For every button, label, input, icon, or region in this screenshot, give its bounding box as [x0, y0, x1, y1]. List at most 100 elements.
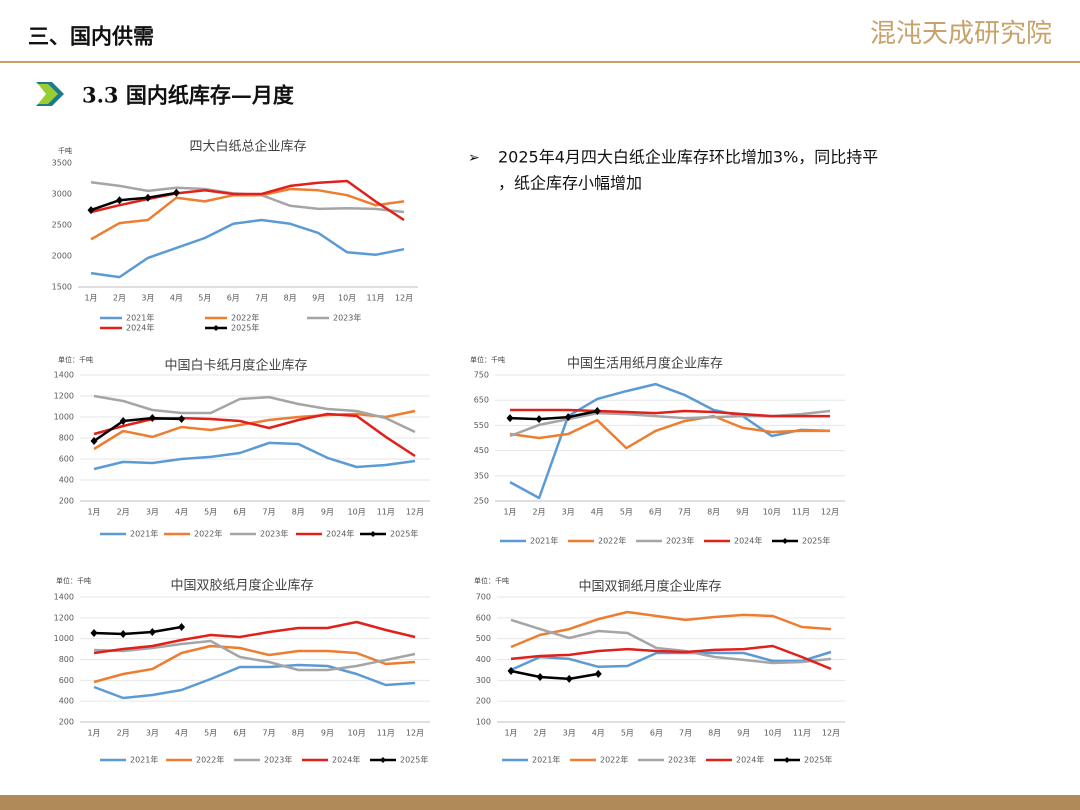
marker: [119, 416, 127, 425]
marker: [144, 193, 152, 202]
x-tick-label: 12月: [406, 508, 424, 517]
legend-label: 2025年: [231, 323, 259, 333]
brand-box: [846, 18, 1056, 52]
marker: [90, 437, 98, 446]
legend-marker: [213, 325, 219, 331]
marker: [90, 629, 98, 638]
x-tick-label: 12月: [406, 729, 424, 738]
x-tick-label: 5月: [204, 508, 217, 517]
y-tick-label: 800: [59, 655, 74, 664]
x-tick-label: 9月: [321, 508, 334, 517]
marker: [564, 413, 572, 422]
series-line: [93, 644, 416, 684]
series-line: [90, 179, 405, 222]
chart-title: 中国生活用纸月度企业库存: [567, 356, 723, 372]
legend-label: 2023年: [333, 313, 361, 323]
x-tick-label: 8月: [708, 729, 721, 738]
x-tick-label: 4月: [591, 508, 604, 517]
x-tick-label: 9月: [312, 294, 325, 303]
x-tick-label: 4月: [592, 729, 605, 738]
y-tick-label: 200: [59, 718, 74, 727]
series-line: [93, 620, 416, 655]
y-tick-label: 3500: [52, 159, 72, 168]
y-tick-label: 1000: [54, 634, 74, 643]
legend-label: 2022年: [194, 529, 222, 539]
marker: [535, 415, 543, 424]
marker: [178, 623, 186, 631]
x-tick-label: 9月: [321, 729, 334, 738]
x-tick-label: 7月: [255, 294, 268, 303]
x-tick-label: 6月: [227, 294, 240, 303]
y-tick-label: 650: [474, 396, 489, 405]
x-tick-label: 7月: [263, 729, 276, 738]
y-tick-label: 550: [474, 421, 489, 430]
section-title: 三、国内供需: [28, 24, 154, 49]
arrow-icon-inner: [38, 84, 58, 104]
legend-label: 2022年: [598, 536, 626, 546]
y-tick-label: 1000: [54, 413, 74, 422]
x-tick-label: 11月: [377, 729, 395, 738]
legend-label: 2023年: [264, 755, 292, 765]
series-line: [93, 625, 182, 636]
marker: [594, 669, 602, 678]
unit-label: 单位：千吨: [470, 355, 505, 364]
x-tick-label: 4月: [175, 729, 188, 738]
series-line: [510, 669, 599, 681]
x-tick-label: 4月: [175, 508, 188, 517]
x-tick-label: 2月: [534, 729, 547, 738]
x-tick-label: 2月: [117, 508, 130, 517]
series-line: [90, 187, 405, 241]
y-tick-label: 100: [476, 718, 491, 727]
legend-label: 2024年: [326, 529, 354, 539]
x-tick-label: 12月: [395, 294, 413, 303]
legend-label: 2025年: [804, 755, 832, 765]
x-tick-label: 8月: [284, 294, 297, 303]
x-tick-label: 2月: [533, 508, 546, 517]
x-tick-label: 10月: [764, 729, 782, 738]
legend-marker: [782, 538, 788, 544]
legend-label: 2022年: [196, 755, 224, 765]
legend-label: 2022年: [600, 755, 628, 765]
x-tick-label: 11月: [366, 294, 384, 303]
x-tick-label: 3月: [141, 294, 154, 303]
series-line: [93, 394, 416, 434]
series-line: [93, 441, 416, 471]
y-tick-label: 350: [474, 471, 489, 480]
series-line: [90, 218, 405, 279]
series-line: [509, 409, 598, 421]
marker: [87, 206, 95, 215]
chart-title: 中国双胶纸月度企业库存: [170, 578, 313, 594]
y-tick-label: 600: [476, 613, 491, 622]
x-tick-label: 10月: [763, 508, 781, 517]
x-tick-label: 12月: [821, 508, 839, 517]
legend-marker: [380, 757, 386, 763]
x-tick-label: 9月: [736, 508, 749, 517]
y-tick-label: 200: [476, 697, 491, 706]
marker: [593, 407, 601, 416]
y-tick-label: 2000: [52, 252, 72, 261]
legend-label: 2024年: [332, 755, 360, 765]
y-tick-label: 1500: [52, 283, 72, 292]
x-tick-label: 11月: [793, 729, 811, 738]
series-line: [510, 644, 832, 671]
marker: [565, 674, 573, 683]
unit-label: 千吨: [58, 146, 72, 155]
x-tick-label: 6月: [649, 508, 662, 517]
x-tick-label: 2月: [117, 729, 130, 738]
chart-title: 中国双铜纸月度企业库存: [578, 579, 721, 595]
x-tick-label: 6月: [233, 508, 246, 517]
x-tick-label: 1月: [504, 729, 517, 738]
marker: [115, 196, 123, 205]
x-tick-label: 1月: [503, 508, 516, 517]
series-line: [510, 650, 832, 672]
x-tick-label: 9月: [737, 729, 750, 738]
y-tick-label: 750: [474, 371, 489, 380]
x-tick-label: 1月: [84, 294, 97, 303]
marker: [536, 673, 544, 681]
y-tick-label: 3000: [52, 190, 72, 199]
y-tick-label: 250: [474, 497, 489, 506]
x-tick-label: 1月: [87, 508, 100, 517]
x-tick-label: 5月: [620, 508, 633, 517]
series-line: [93, 663, 416, 700]
y-tick-label: 700: [476, 593, 491, 602]
